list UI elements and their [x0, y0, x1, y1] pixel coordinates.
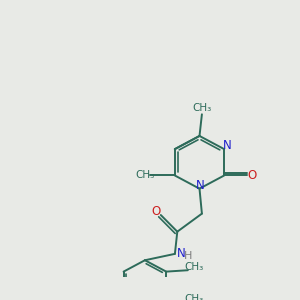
Text: CH₃: CH₃ — [135, 170, 154, 181]
Text: N: N — [196, 179, 205, 192]
Text: CH₃: CH₃ — [192, 103, 212, 113]
Text: N: N — [223, 139, 232, 152]
Text: CH₃: CH₃ — [185, 262, 204, 272]
Text: O: O — [152, 205, 160, 218]
Text: O: O — [248, 169, 257, 182]
Text: H: H — [184, 250, 192, 260]
Text: CH₃: CH₃ — [185, 293, 204, 300]
Text: N: N — [177, 247, 186, 260]
